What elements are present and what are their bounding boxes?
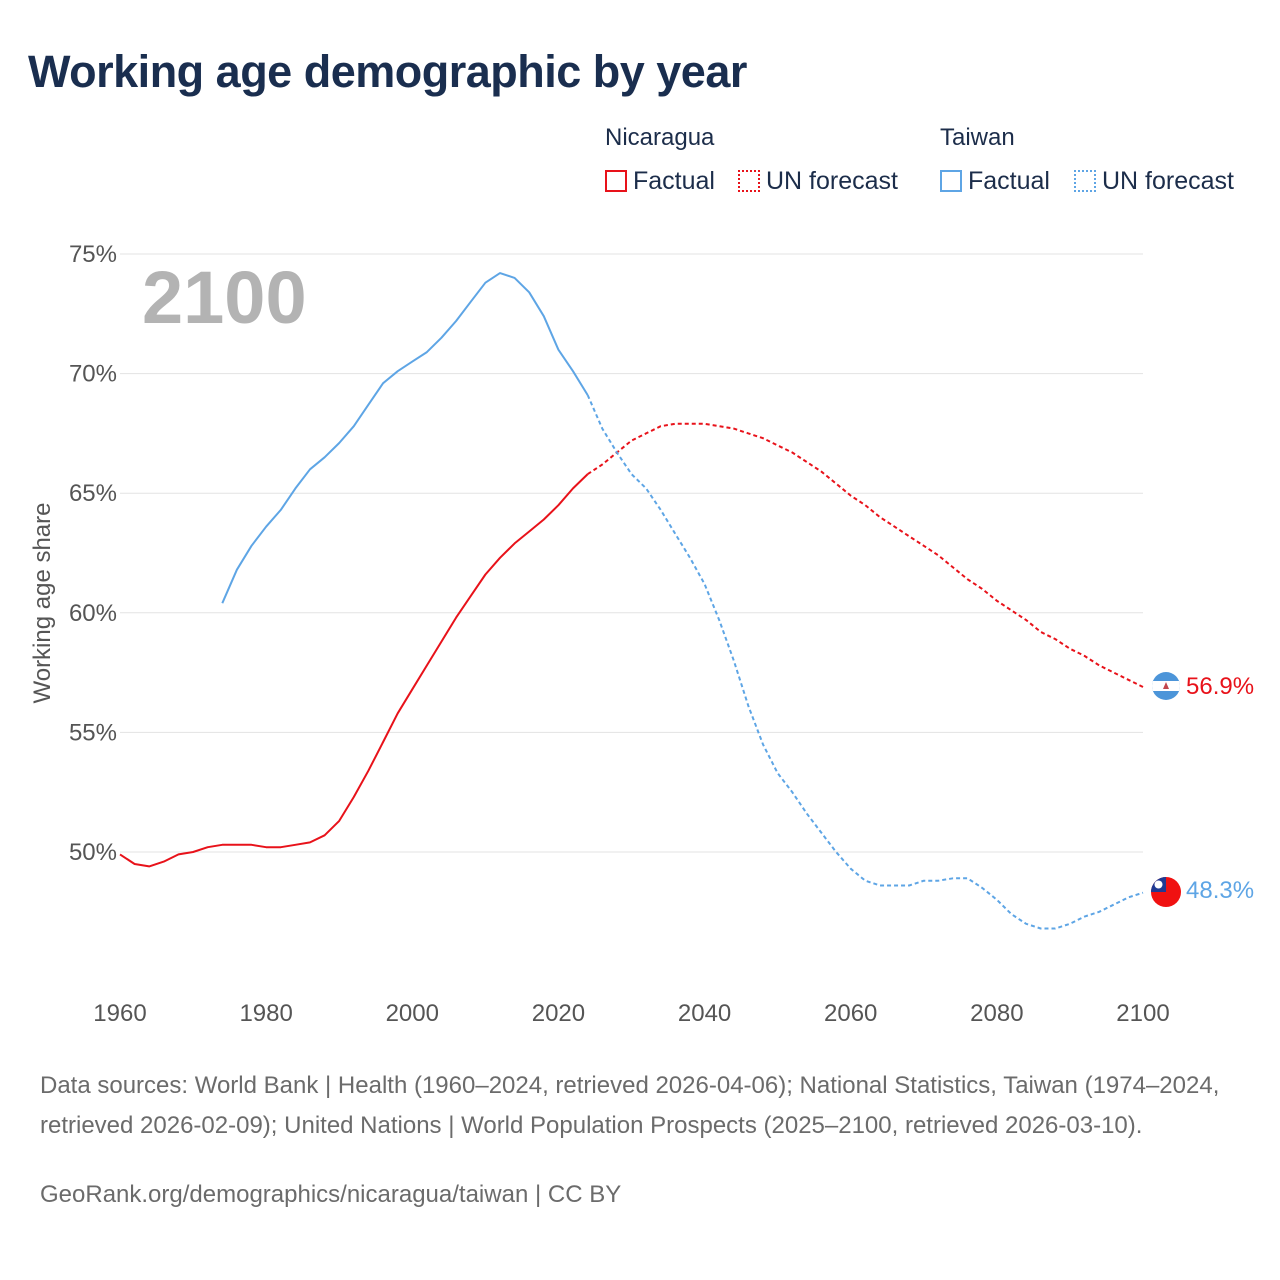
y-tick-label: 75% <box>69 241 117 268</box>
taiwan-factual-line <box>221 272 589 604</box>
y-axis-ticks: 50% 55% 60% 65% 70% 75% <box>69 241 117 866</box>
x-tick-label: 2060 <box>824 1000 877 1027</box>
gridlines <box>120 253 1143 853</box>
series-lines <box>119 272 1144 930</box>
legend-taiwan-forecast[interactable]: UN forecast <box>1074 165 1234 197</box>
taiwan-flag-icon <box>1151 877 1181 907</box>
legend-title-nicaragua: Nicaragua <box>605 124 715 151</box>
chart-title: Working age demographic by year <box>28 46 747 97</box>
taiwan-forecast-line <box>586 394 1144 930</box>
legend-taiwan-factual[interactable]: Factual <box>940 165 1050 197</box>
x-tick-label: 2100 <box>1116 1000 1169 1027</box>
legend-nicaragua-forecast[interactable]: UN forecast <box>738 165 898 197</box>
end-label-taiwan: 48.3% <box>1186 877 1254 904</box>
x-tick-label: 1980 <box>239 1000 292 1027</box>
line-chart: 50% 55% 60% 65% 70% 75% 1960 1980 2000 2020 2040 2… <box>29 241 1254 1027</box>
x-tick-label: 2080 <box>970 1000 1023 1027</box>
nicaragua-flag-icon <box>1152 672 1180 700</box>
nicaragua-forecast-line <box>587 422 1144 688</box>
x-tick-label: 2040 <box>678 1000 731 1027</box>
y-axis-label: Working age share <box>29 503 56 704</box>
legend-swatch-nicaragua-factual <box>605 170 627 192</box>
x-tick-label: 1960 <box>93 1000 146 1027</box>
year-watermark: 2100 <box>142 256 307 339</box>
end-label-nicaragua: 56.9% <box>1186 673 1254 700</box>
legend-label-taiwan-factual: Factual <box>968 166 1050 195</box>
legend-swatch-taiwan-factual <box>940 170 962 192</box>
y-tick-label: 50% <box>69 839 117 866</box>
y-tick-label: 55% <box>69 719 117 746</box>
legend-label-taiwan-forecast: UN forecast <box>1102 166 1234 195</box>
y-tick-label: 70% <box>69 361 117 388</box>
legend-swatch-taiwan-forecast <box>1074 170 1096 192</box>
legend-title-taiwan: Taiwan <box>940 124 1015 151</box>
data-sources-note: Data sources: World Bank | Health (1960–… <box>40 1072 1220 1139</box>
x-tick-label: 2000 <box>386 1000 439 1027</box>
legend-swatch-nicaragua-forecast <box>738 170 760 192</box>
source-link[interactable]: GeoRank.org/demographics/nicaragua/taiwa… <box>40 1181 622 1208</box>
x-axis-ticks: 1960 1980 2000 2020 2040 2060 2080 2100 <box>93 1000 1169 1027</box>
y-tick-label: 60% <box>69 600 117 627</box>
legend-label-nicaragua-forecast: UN forecast <box>766 166 898 195</box>
x-tick-label: 2020 <box>532 1000 585 1027</box>
legend-label-nicaragua-factual: Factual <box>633 166 715 195</box>
nicaragua-factual-line <box>119 473 589 868</box>
legend-nicaragua-factual[interactable]: Factual <box>605 165 715 197</box>
y-tick-label: 65% <box>69 480 117 507</box>
